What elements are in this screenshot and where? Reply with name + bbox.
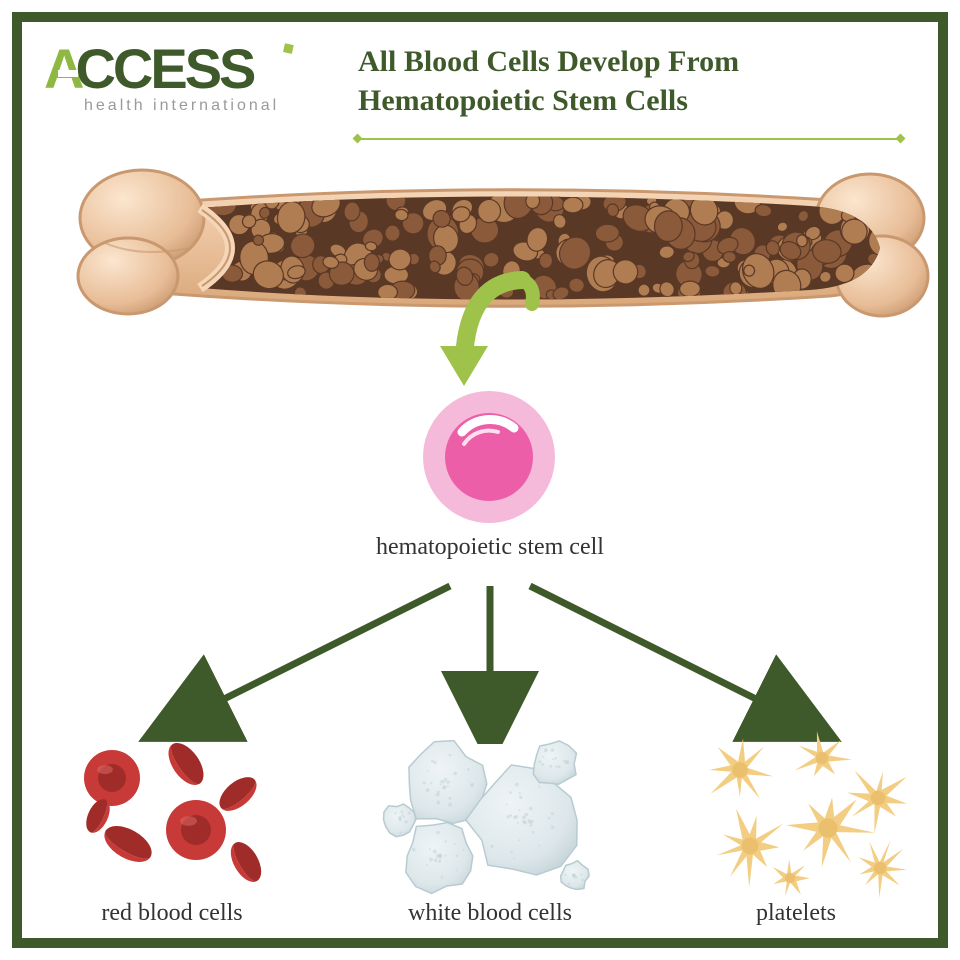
platelets-illustration (692, 728, 912, 898)
red-blood-cells-illustration (68, 734, 278, 894)
white-blood-cells-illustration (374, 728, 604, 898)
branch-arrows (110, 574, 870, 744)
wbc-label: white blood cells (360, 900, 620, 927)
svg-text:health international: health international (84, 97, 279, 114)
platelets-label: platelets (666, 900, 926, 927)
infographic-frame: ACCESS health international All Blood Ce… (12, 12, 948, 948)
arrow-bone-to-stem-icon (414, 262, 554, 402)
rbc-label: red blood cells (42, 900, 302, 927)
page-title: All Blood Cells Develop From Hematopoiet… (358, 42, 908, 120)
stem-cell-illustration (414, 382, 564, 532)
logo: ACCESS health international (44, 40, 334, 125)
logo-svg: ACCESS health international (44, 40, 334, 120)
stem-cell-label: hematopoietic stem cell (360, 534, 620, 561)
title-underline (358, 138, 900, 140)
